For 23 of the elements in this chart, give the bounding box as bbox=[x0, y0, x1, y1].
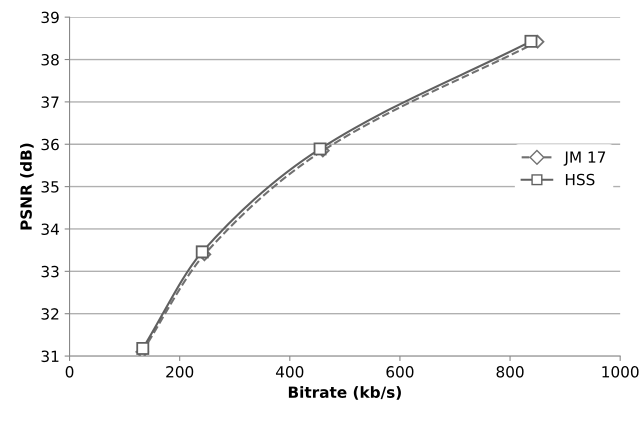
legend-label: HSS bbox=[566, 174, 594, 186]
y-tick-label: 34 bbox=[42, 223, 59, 235]
point bbox=[314, 142, 327, 156]
x-tick-label: 200 bbox=[166, 366, 194, 378]
y-tick-label: 36 bbox=[42, 138, 59, 150]
y-tick-label: 35 bbox=[42, 181, 58, 193]
x-tick-label: 800 bbox=[496, 366, 524, 378]
x-tick-label: 1000 bbox=[602, 366, 639, 378]
x-tick-label: 400 bbox=[276, 366, 304, 378]
x-axis-title: Bitrate (kb/s) bbox=[288, 386, 401, 400]
point bbox=[524, 34, 538, 48]
point bbox=[136, 342, 150, 355]
legend-label: JM 17 bbox=[564, 152, 606, 166]
point bbox=[196, 245, 209, 258]
y-tick-label: 39 bbox=[42, 12, 59, 24]
y-tick-label: 31 bbox=[42, 350, 58, 362]
x-tick-label: 600 bbox=[386, 366, 414, 378]
y-tick-label: 38 bbox=[42, 54, 59, 66]
y-tick-label: 33 bbox=[42, 266, 59, 278]
y-tick-label: 37 bbox=[42, 96, 59, 108]
x-tick-label: 0 bbox=[66, 366, 74, 378]
y-axis-title: PSNR (dB) bbox=[20, 144, 34, 230]
y-tick-label: 32 bbox=[42, 308, 58, 320]
